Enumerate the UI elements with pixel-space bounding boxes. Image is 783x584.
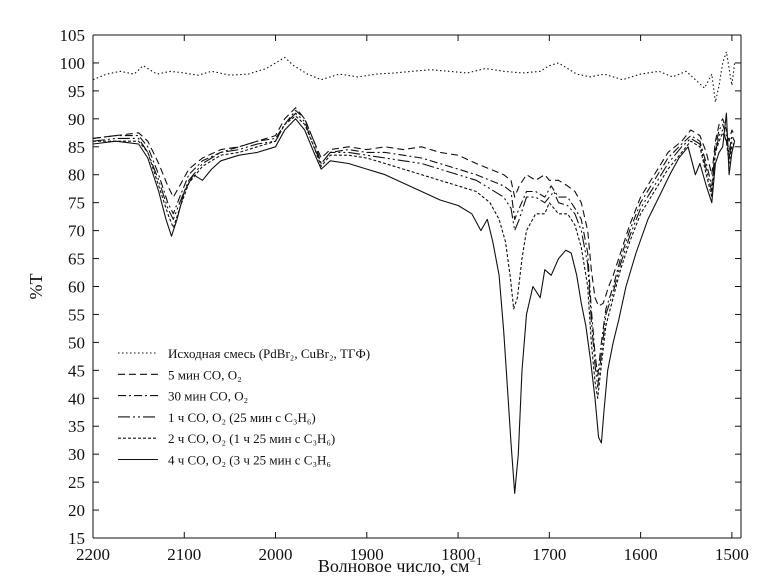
series-line-5 — [93, 115, 735, 399]
x-ticks: 2200 2100 2000 1900 1800 1700 1600 1500 — [76, 35, 749, 564]
series-line-2 — [92, 107, 736, 307]
legend-label-4: 1 ч CO, O₂ (25 мин с C₃H₆) — [168, 410, 316, 425]
y-tick-label: 55 — [68, 305, 85, 324]
series-line-3 — [92, 109, 736, 377]
series-line-1 — [92, 51, 736, 103]
y-tick-label: 20 — [68, 501, 85, 520]
y-tick-label: 15 — [68, 529, 85, 548]
y-tick-label: 30 — [68, 445, 85, 464]
y-tick-label: 105 — [60, 26, 86, 45]
x-tick-label: 2000 — [259, 545, 293, 564]
x-tick-label: 1600 — [624, 545, 658, 564]
legend-label-2: 5 мин CO, O₂ — [168, 367, 242, 382]
legend-label-1: Исходная смесь (PdBr₂, CuBr₂, ТГФ) — [168, 346, 370, 361]
y-axis-title: %T — [26, 274, 46, 300]
series-group — [92, 51, 736, 494]
legend-label-3: 30 мин CO, O₂ — [168, 389, 248, 404]
y-tick-label: 70 — [68, 222, 85, 241]
x-tick-label: 1900 — [350, 545, 384, 564]
legend-label-5: 2 ч CO, O₂ (1 ч 25 мин с C₃H₆) — [168, 431, 335, 446]
legend-label-6: 4 ч CO, O₂ (3 ч 25 мин с C₃H₆ — [168, 453, 331, 468]
y-tick-label: 65 — [68, 250, 85, 269]
x-axis-title: Волновое число, см−1 — [318, 554, 482, 576]
y-tick-label: 25 — [68, 473, 85, 492]
y-tick-label: 60 — [68, 278, 85, 297]
x-tick-label: 1700 — [532, 545, 566, 564]
x-axis-title-superscript: −1 — [469, 554, 482, 568]
y-tick-label: 40 — [68, 389, 85, 408]
y-tick-label: 35 — [68, 417, 85, 436]
x-tick-label: 2100 — [167, 545, 201, 564]
y-tick-label: 50 — [68, 333, 85, 352]
x-axis-title-text: Волновое число, см — [318, 556, 470, 576]
y-tick-label: 85 — [68, 138, 85, 157]
series-line-4 — [92, 112, 736, 388]
y-tick-label: 100 — [60, 54, 86, 73]
y-tick-label: 95 — [68, 82, 85, 101]
y-tick-label: 45 — [68, 361, 85, 380]
y-tick-label: 75 — [68, 194, 85, 213]
y-ticks: 15 20 25 30 35 40 45 50 55 60 65 70 75 80 85 90 95 100 105 — [60, 26, 741, 548]
x-tick-label: 1800 — [441, 545, 475, 564]
legend: Исходная смесь (PdBr₂, CuBr₂, ТГФ) 5 мин … — [118, 346, 370, 468]
y-tick-label: 90 — [68, 110, 85, 129]
y-tick-label: 80 — [68, 166, 85, 185]
x-tick-label: 1500 — [715, 545, 749, 564]
series-line-6 — [92, 112, 736, 494]
x-tick-label: 2200 — [76, 545, 110, 564]
